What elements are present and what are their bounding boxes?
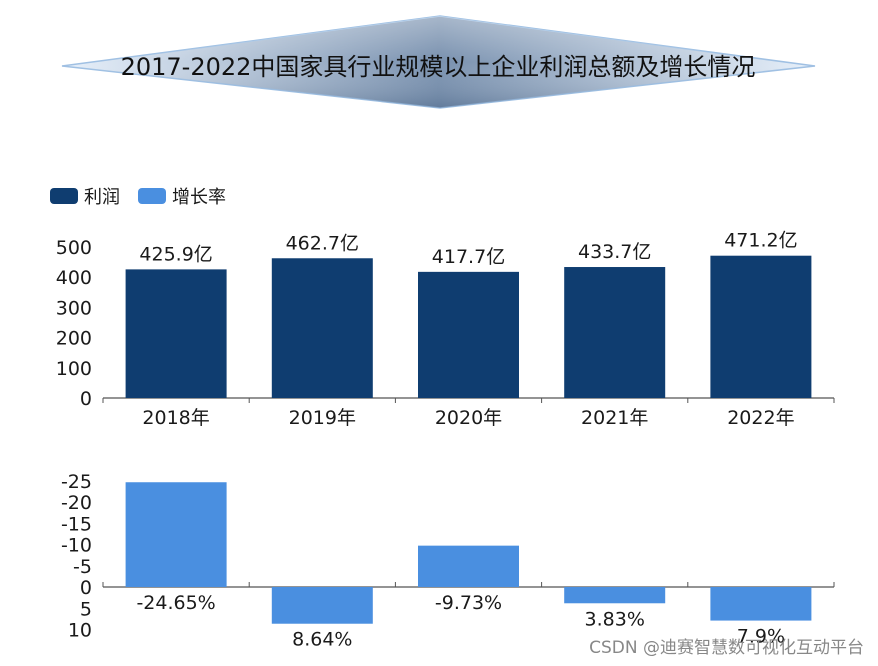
growth-bar bbox=[271, 587, 373, 624]
y-tick-label-growth: 10 bbox=[68, 620, 92, 642]
y-tick-label-growth: -15 bbox=[61, 513, 92, 535]
x-tick-label: 2019年 bbox=[289, 407, 356, 429]
profit-data-label: 471.2亿 bbox=[724, 230, 797, 252]
growth-bar bbox=[125, 482, 227, 587]
y-tick-label-profit: 200 bbox=[56, 328, 92, 350]
profit-bar bbox=[710, 255, 812, 398]
y-tick-label-growth: -20 bbox=[61, 492, 92, 514]
y-tick-label-growth: -25 bbox=[61, 471, 92, 493]
y-tick-label-growth: 5 bbox=[80, 598, 92, 620]
profit-bar bbox=[564, 267, 666, 398]
legend-item-growth[interactable]: 增长率 bbox=[138, 183, 226, 209]
x-tick-label: 2018年 bbox=[142, 407, 209, 429]
profit-data-label: 433.7亿 bbox=[578, 241, 651, 263]
profit-bar bbox=[418, 271, 519, 398]
y-tick-label-profit: 0 bbox=[80, 388, 92, 410]
y-tick-label-profit: 500 bbox=[56, 237, 92, 259]
legend-label-profit: 利润 bbox=[84, 187, 120, 208]
profit-bar bbox=[125, 269, 227, 398]
growth-bar bbox=[564, 587, 666, 604]
legend-label-growth: 增长率 bbox=[172, 187, 226, 208]
y-tick-label-profit: 400 bbox=[56, 267, 92, 289]
growth-data-label: -9.73% bbox=[435, 592, 502, 614]
growth-bar bbox=[710, 587, 812, 621]
profit-data-label: 425.9亿 bbox=[139, 243, 212, 265]
y-tick-label-growth: -10 bbox=[61, 535, 92, 557]
y-tick-label-growth: 0 bbox=[80, 577, 92, 599]
x-tick-label: 2021年 bbox=[581, 407, 648, 429]
profit-data-label: 462.7亿 bbox=[286, 232, 359, 254]
x-tick-label: 2022年 bbox=[727, 407, 794, 429]
legend-item-profit[interactable]: 利润 bbox=[50, 183, 120, 209]
y-tick-label-profit: 100 bbox=[56, 358, 92, 380]
legend-swatch-growth bbox=[138, 188, 166, 204]
y-tick-label-growth: -5 bbox=[73, 556, 92, 578]
x-tick-label: 2020年 bbox=[435, 407, 502, 429]
title-banner: 2017-2022中国家具行业规模以上企业利润总额及增长情况 bbox=[61, 15, 816, 109]
chart-title: 2017-2022中国家具行业规模以上企业利润总额及增长情况 bbox=[121, 53, 756, 81]
profit-bar bbox=[271, 258, 373, 398]
legend: 利润 增长率 bbox=[50, 184, 226, 208]
legend-swatch-profit bbox=[50, 188, 78, 204]
growth-data-label: 8.64% bbox=[292, 629, 352, 651]
watermark: CSDN @迪赛智慧数可视化互动平台 bbox=[589, 638, 864, 658]
growth-data-label: 7.9% bbox=[737, 626, 785, 648]
y-tick-label-profit: 300 bbox=[56, 297, 92, 319]
growth-data-label: 3.83% bbox=[585, 608, 645, 630]
profit-data-label: 417.7亿 bbox=[432, 246, 505, 268]
growth-data-label: -24.65% bbox=[136, 592, 215, 614]
growth-bar bbox=[418, 545, 519, 587]
title-banner-shade bbox=[62, 16, 815, 108]
